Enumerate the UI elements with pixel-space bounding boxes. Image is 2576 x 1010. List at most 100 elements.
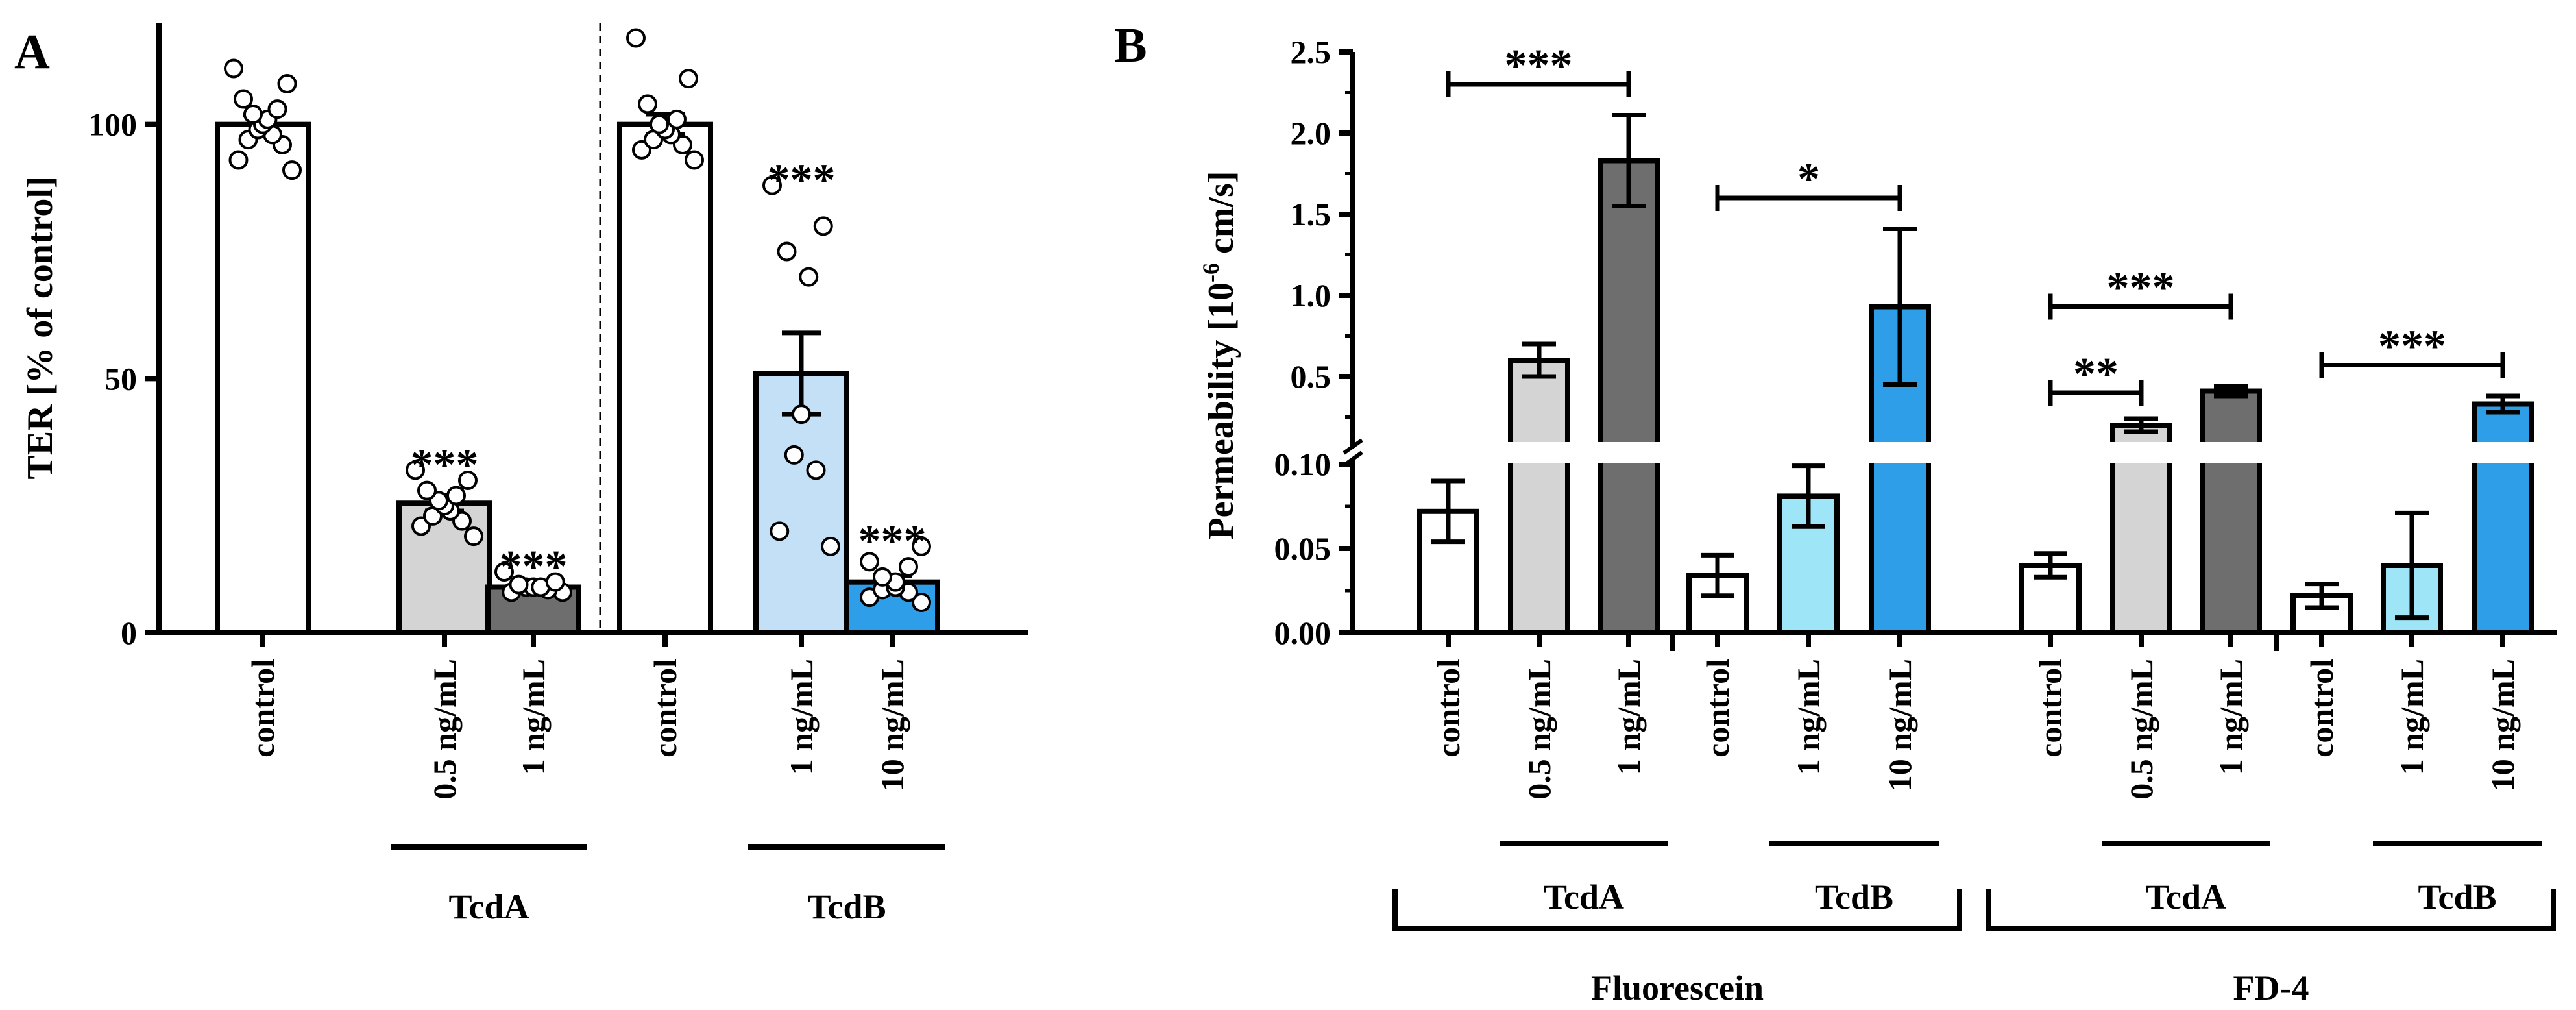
tracer-bracket	[1986, 889, 2556, 931]
data-point	[777, 241, 797, 262]
x-category-label: 1 ng/mL	[515, 659, 552, 775]
y-axis-title-unit: cm/s]	[1201, 171, 1241, 263]
data-point	[464, 526, 483, 547]
y-tick-label: 2.5	[1291, 34, 1331, 70]
x-category-label: 10 ng/mL	[2485, 659, 2521, 791]
data-point	[509, 574, 529, 595]
data-point	[234, 89, 253, 109]
y-axis-title-main: Permeability [10	[1201, 282, 1241, 540]
panel-b-chart: B 0.5 1.0 1.5 2.0 2.5 0.00 0.05 0.10 Permeability…	[1114, 18, 2557, 1007]
data-point	[545, 572, 565, 592]
y-tick-label: 100	[88, 106, 137, 143]
x-category-label: 1 ng/mL	[2394, 659, 2430, 775]
y-axis-title: TER [% of control]	[20, 176, 60, 479]
tracer-label: FD-4	[2233, 968, 2309, 1007]
bar-break-gap	[2109, 442, 2174, 463]
data-point	[873, 567, 892, 587]
x-category-label: control	[1699, 659, 1736, 758]
data-point	[282, 160, 302, 180]
x-category-label: 1 ng/mL	[1610, 659, 1647, 775]
y-tick-label: 0.5	[1291, 358, 1331, 395]
x-category-label: 0.5 ng/mL	[426, 659, 463, 800]
group-label: TcdB	[807, 887, 886, 926]
bar	[215, 121, 311, 635]
data-point	[224, 58, 243, 79]
bar	[617, 121, 713, 635]
data-point	[277, 74, 297, 93]
x-category-label: control	[1430, 659, 1466, 758]
bar-break-gap	[1507, 442, 1572, 463]
significance-label: ***	[768, 156, 836, 206]
x-category-label: 1 ng/mL	[2213, 659, 2249, 775]
toxin-group-label: TcdB	[1815, 878, 1893, 917]
data-point	[626, 28, 646, 48]
x-category-label: control	[647, 659, 683, 758]
data-point	[792, 404, 811, 425]
bar-break-gap	[2198, 442, 2263, 463]
bar	[2472, 401, 2534, 635]
y-tick-label: 1.0	[1291, 277, 1331, 314]
panel-b-letter: B	[1114, 18, 1147, 73]
group-label: TcdA	[448, 887, 529, 926]
significance-label: ***	[1505, 41, 1573, 91]
bar-break-gap	[1867, 442, 1932, 463]
significance-label: **	[2073, 349, 2119, 399]
y-tick-label: 2.0	[1291, 115, 1331, 151]
x-category-label: 10 ng/mL	[874, 659, 910, 791]
data-point	[784, 445, 804, 465]
tracer-label: Fluorescein	[1591, 968, 1764, 1007]
x-category-label: control	[2032, 659, 2069, 758]
bar	[1869, 304, 1931, 635]
y-tick-label: 0	[121, 615, 137, 651]
bar-break-gap	[1596, 442, 1661, 463]
panel-a-letter: A	[14, 25, 50, 79]
data-point	[762, 175, 782, 195]
panel-a-chart: A 0 50 100 TER [% of control] control *** 0.5 n…	[14, 23, 1028, 926]
bar	[2200, 388, 2262, 635]
toxin-group-label: TcdB	[2418, 878, 2496, 917]
data-point	[638, 94, 657, 114]
y-tick-label: 50	[104, 360, 137, 397]
x-category-label: control	[2303, 659, 2340, 758]
data-point	[494, 562, 514, 582]
data-point	[228, 150, 249, 170]
data-point	[770, 521, 790, 541]
toxin-group-label: TcdA	[1544, 878, 1624, 917]
data-point	[667, 109, 687, 129]
data-point	[406, 460, 425, 480]
x-category-label: 0.5 ng/mL	[1521, 659, 1557, 800]
y-tick-label: 0.10	[1274, 446, 1331, 482]
y-tick-label: 0.00	[1274, 615, 1331, 651]
data-point	[799, 267, 819, 287]
data-point	[446, 486, 466, 506]
data-point	[417, 480, 437, 500]
y-axis-title-exponent: -6	[1198, 263, 1224, 282]
data-point	[912, 536, 931, 556]
data-point	[821, 536, 840, 556]
data-point	[912, 593, 931, 612]
significance-label: ***	[500, 542, 568, 592]
significance-label: ***	[2107, 264, 2175, 314]
x-category-label: 10 ng/mL	[1882, 659, 1918, 791]
significance-label: ***	[858, 517, 927, 567]
data-point	[813, 216, 833, 236]
y-tick-label: 1.5	[1291, 196, 1331, 232]
tracer-bracket	[1392, 889, 1962, 931]
data-point	[650, 114, 669, 134]
y-tick-label: 0.05	[1274, 530, 1331, 567]
data-point	[679, 69, 698, 89]
significance-label: ***	[411, 440, 479, 490]
bar	[1598, 158, 1660, 635]
data-point	[860, 552, 879, 572]
x-category-label: control	[245, 659, 281, 758]
data-point	[806, 460, 826, 480]
y-axis-title: Permeability [10-6 cm/s]	[1198, 171, 1241, 539]
data-point	[267, 99, 287, 119]
toxin-group-label: TcdA	[2146, 878, 2226, 917]
data-point	[458, 471, 478, 490]
bar	[1508, 358, 1570, 635]
x-category-label: 0.5 ng/mL	[2123, 659, 2159, 800]
x-category-label: 1 ng/mL	[1790, 659, 1827, 775]
data-point	[685, 150, 704, 170]
